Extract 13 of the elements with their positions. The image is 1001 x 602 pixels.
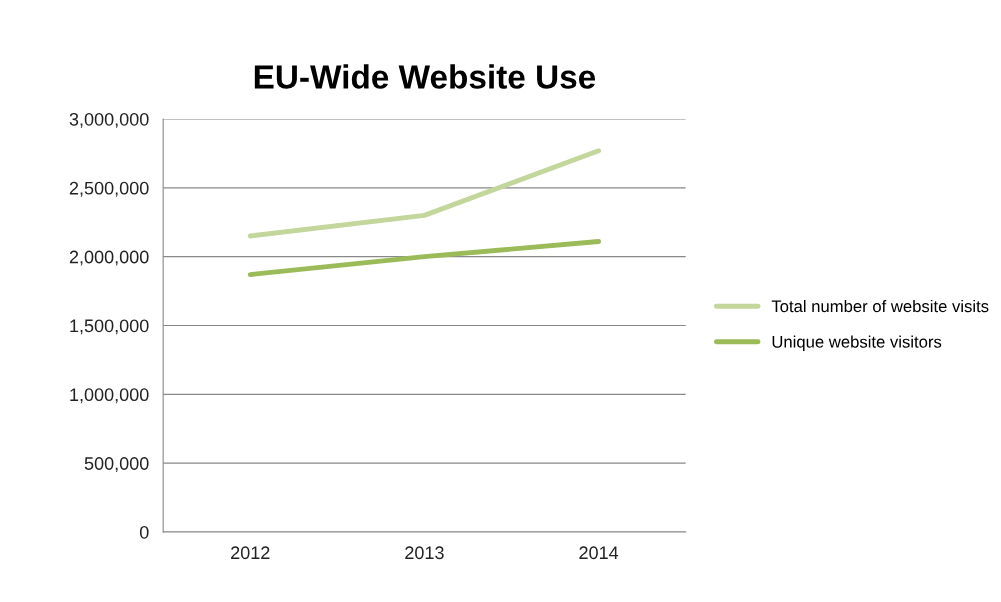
y-tick-label: 3,000,000 bbox=[69, 112, 149, 128]
y-tick-label: 500,000 bbox=[84, 457, 149, 473]
x-tick-label: 2013 bbox=[405, 546, 444, 560]
legend-label: Total number of website visits bbox=[771, 299, 989, 313]
x-tick-label: 2012 bbox=[231, 546, 270, 560]
y-tick-label: 1,500,000 bbox=[70, 319, 149, 335]
x-tick-label: 2014 bbox=[579, 546, 619, 560]
y-tick-label: 2,000,000 bbox=[69, 250, 149, 266]
y-tick-label: 0 bbox=[139, 525, 149, 539]
legend-label: Unique website visitors bbox=[772, 335, 942, 352]
y-tick-label: 1,000,000 bbox=[70, 388, 149, 404]
chart-title: EU-Wide Website Use bbox=[254, 64, 596, 89]
y-tick-label: 2,500,000 bbox=[69, 181, 149, 197]
